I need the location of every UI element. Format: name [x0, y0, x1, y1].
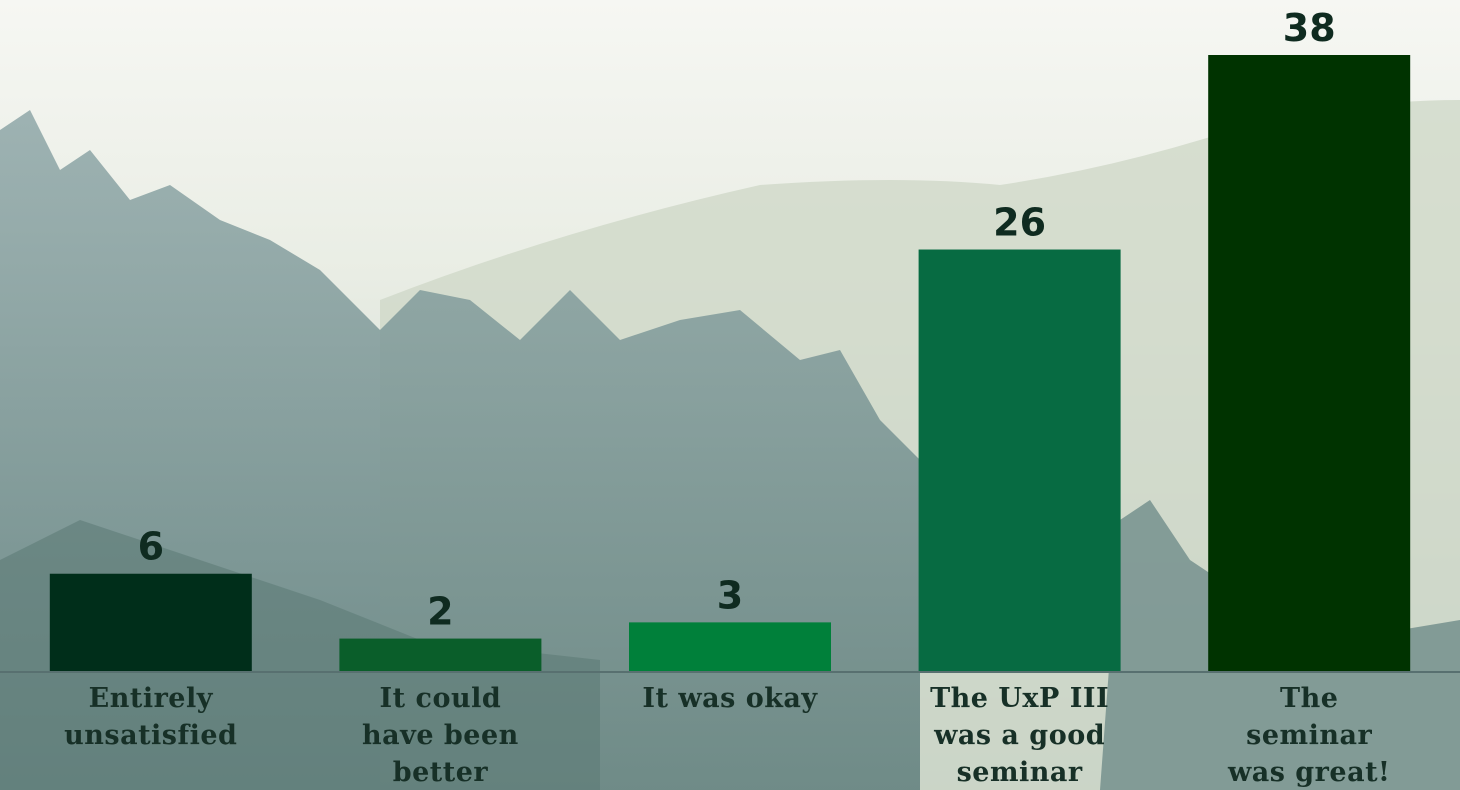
category-label: It was okay	[642, 683, 818, 714]
value-label: 2	[427, 590, 453, 634]
value-label: 38	[1283, 6, 1336, 50]
bar	[1208, 55, 1411, 671]
category-label: The UxP III was a good seminar	[930, 683, 1110, 788]
bar	[49, 573, 252, 671]
value-label: 6	[138, 525, 164, 569]
bar	[629, 622, 831, 671]
category-label: It could have been better	[362, 683, 519, 788]
bar	[339, 638, 542, 671]
category-label: The seminar was great!	[1227, 683, 1391, 788]
category-label: Entirely unsatisfied	[64, 683, 238, 751]
bar	[918, 249, 1121, 672]
value-label: 3	[717, 573, 743, 617]
value-label: 26	[993, 201, 1046, 245]
